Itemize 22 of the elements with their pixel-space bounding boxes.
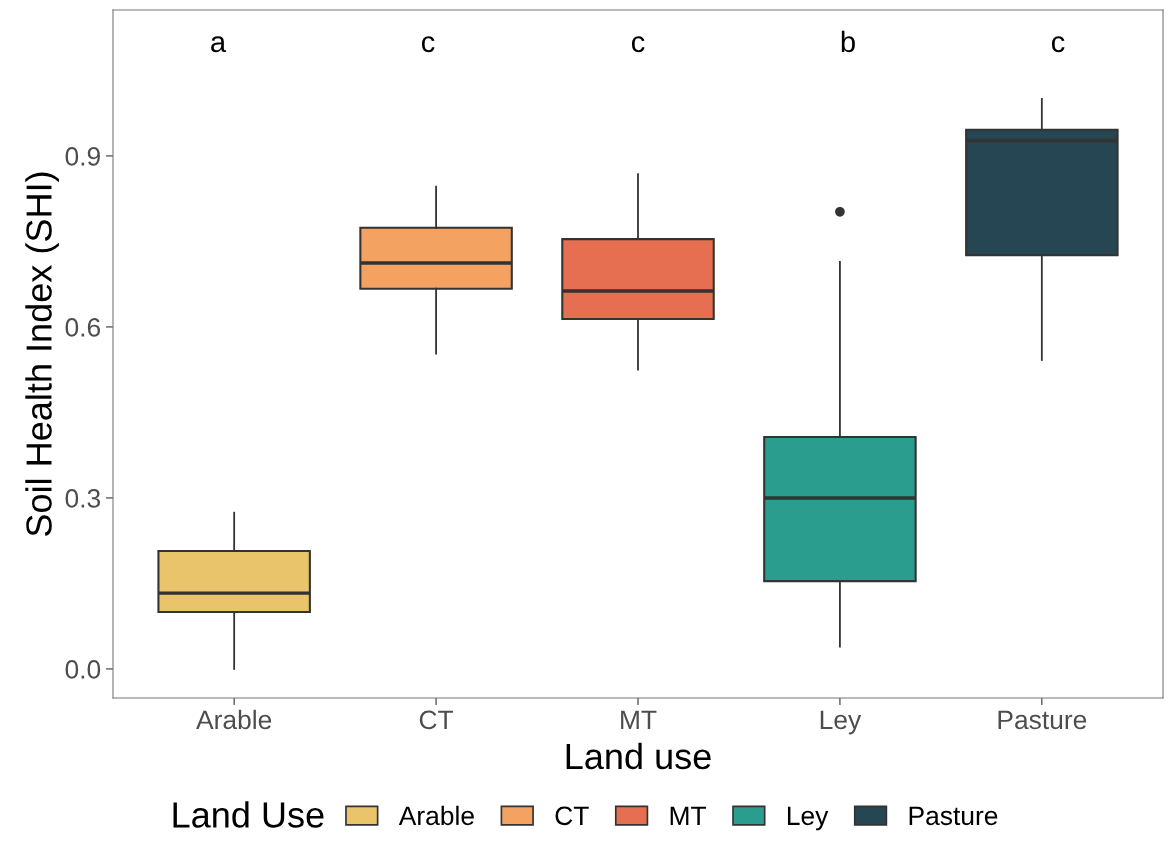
legend-label: Pasture: [909, 806, 998, 826]
legend-label: MT: [670, 806, 707, 825]
x-axis-title: Land use: [566, 742, 711, 770]
x-tick-label: CT: [419, 710, 454, 730]
legend-label: CT: [555, 806, 589, 826]
annotation: c: [1051, 36, 1065, 53]
y-tick-label: 0.6: [65, 318, 101, 337]
x-tick-label: Arable: [196, 709, 272, 730]
y-tick-label: 0.3: [65, 489, 101, 508]
annotation: a: [211, 36, 227, 53]
y-axis-title: Soil Health Index (SHI): [25, 172, 59, 536]
legend-label: Ley: [787, 806, 829, 831]
annotation: c: [421, 36, 435, 53]
annotation: c: [631, 36, 645, 53]
legend-label: Arable: [398, 805, 474, 826]
x-tick-label: Pasture: [998, 710, 1087, 730]
y-tick-label: 0.0: [65, 660, 101, 679]
annotation: b: [841, 30, 855, 53]
x-tick-label: Ley: [820, 710, 862, 735]
y-tick-label: 0.9: [65, 147, 100, 166]
legend-title: Land Use: [173, 801, 324, 828]
x-tick-label: MT: [621, 710, 657, 729]
